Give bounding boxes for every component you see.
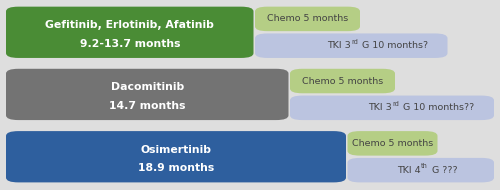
Text: G ???: G ??? [428, 166, 458, 175]
FancyBboxPatch shape [290, 69, 395, 93]
FancyBboxPatch shape [290, 96, 494, 120]
Text: rd: rd [392, 101, 399, 107]
Text: Dacomitinib: Dacomitinib [110, 82, 184, 92]
Text: TKI 3: TKI 3 [328, 41, 351, 50]
Text: 9.2-13.7 months: 9.2-13.7 months [80, 39, 180, 49]
FancyBboxPatch shape [6, 7, 254, 58]
FancyBboxPatch shape [348, 131, 438, 156]
Text: th: th [420, 163, 428, 169]
Text: 14.7 months: 14.7 months [109, 101, 186, 111]
Text: Chemo 5 months: Chemo 5 months [302, 77, 383, 86]
Text: Osimertinib: Osimertinib [140, 145, 212, 155]
FancyBboxPatch shape [6, 69, 288, 120]
FancyBboxPatch shape [255, 33, 448, 58]
Text: 18.9 months: 18.9 months [138, 163, 214, 173]
FancyBboxPatch shape [6, 131, 346, 182]
Text: Chemo 5 months: Chemo 5 months [352, 139, 433, 148]
Text: TKI 3: TKI 3 [368, 103, 392, 112]
FancyBboxPatch shape [348, 158, 494, 182]
Text: G 10 months?: G 10 months? [359, 41, 428, 50]
Text: Gefitinib, Erlotinib, Afatinib: Gefitinib, Erlotinib, Afatinib [46, 20, 214, 30]
Text: rd: rd [351, 39, 358, 44]
Text: Chemo 5 months: Chemo 5 months [267, 14, 348, 23]
Text: G 10 months??: G 10 months?? [400, 103, 474, 112]
Text: TKI 4: TKI 4 [397, 166, 420, 175]
FancyBboxPatch shape [255, 7, 360, 31]
